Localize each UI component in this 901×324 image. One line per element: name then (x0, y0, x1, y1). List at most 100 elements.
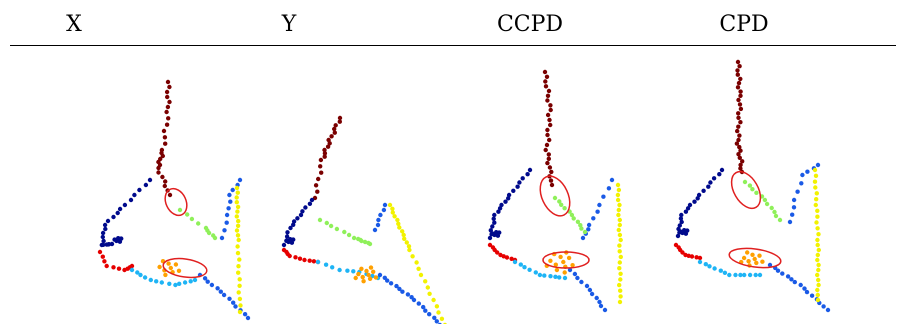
contour-point (119, 236, 124, 241)
mouth-point (307, 258, 312, 263)
edge-point (815, 237, 820, 243)
edge-point (617, 266, 622, 271)
chin-point (173, 282, 178, 288)
edge-point (423, 279, 428, 284)
outlier-point (368, 265, 374, 270)
jaw-point (427, 312, 432, 317)
jaw-point (825, 307, 831, 313)
nose-point (163, 141, 168, 146)
nose-point (738, 162, 743, 168)
jaw-point (567, 267, 573, 273)
contour-point (511, 188, 516, 193)
nose-point (545, 127, 550, 133)
mouth-point (287, 253, 292, 259)
chin-point (330, 265, 335, 270)
chin-point (135, 270, 140, 275)
chin-point (727, 272, 732, 278)
outlier-point (173, 262, 179, 267)
chin-point (518, 262, 523, 267)
edge-point (238, 303, 243, 308)
chin-point (527, 267, 532, 272)
outlier-point (562, 270, 567, 275)
contour-point (503, 199, 508, 204)
nose-point (543, 79, 548, 84)
bridge-point (747, 183, 753, 188)
bridge-point (342, 229, 347, 235)
nose-point (740, 159, 745, 164)
mouth-point (694, 255, 699, 260)
edge-point (615, 192, 621, 198)
mouth-point (311, 259, 317, 264)
chin-point (142, 275, 148, 280)
nose-point (318, 157, 324, 163)
chin-point (753, 272, 758, 278)
outlier-point (554, 267, 560, 273)
bridge-point (189, 216, 195, 222)
jaw-point (609, 177, 615, 183)
outlier-point (752, 256, 757, 262)
chin-point (707, 264, 712, 269)
jaw-point (378, 212, 383, 218)
contour-point (677, 223, 682, 228)
contour-point (679, 212, 684, 218)
jaw-point (597, 202, 602, 208)
jaw-point (584, 283, 590, 289)
edge-point (234, 195, 239, 200)
bridge-point (324, 220, 329, 226)
jaw-point (405, 292, 411, 297)
nose-point (737, 155, 742, 160)
edge-point (406, 244, 412, 249)
chin-point (533, 270, 538, 275)
edge-point (234, 200, 239, 205)
contour-point (309, 197, 315, 203)
edge-point (814, 220, 819, 225)
nose-point (736, 115, 741, 121)
contour-point (298, 212, 304, 218)
edge-point (814, 191, 819, 196)
nose-point (162, 135, 168, 140)
bridge-point (772, 209, 777, 215)
nose-point (165, 104, 171, 110)
nose-point (737, 133, 742, 138)
jaw-point (792, 279, 797, 285)
mouth-point (129, 263, 135, 269)
edge-point (617, 299, 623, 305)
jaw-point (586, 222, 592, 228)
jaw-point (205, 279, 210, 284)
nose-point (164, 89, 170, 95)
mouth-point (116, 266, 122, 271)
chin-point (323, 262, 329, 267)
nose-point (165, 79, 171, 85)
jaw-point (221, 292, 227, 298)
jaw-point (798, 282, 803, 288)
jaw-point (376, 217, 381, 223)
edge-point (235, 209, 240, 214)
jaw-point (432, 315, 437, 320)
chin-point (192, 277, 198, 283)
nose-point (738, 76, 743, 82)
edge-point (815, 257, 820, 263)
nose-point (319, 170, 324, 175)
chin-point (562, 275, 568, 281)
nose-point (313, 183, 319, 188)
outlier-point (367, 276, 373, 281)
chin-point (154, 279, 159, 284)
edge-point (618, 237, 623, 243)
contour-point (499, 202, 504, 208)
nose-point (545, 112, 551, 118)
edge-point (617, 249, 622, 254)
edge-point (618, 271, 623, 276)
nose-point (735, 59, 741, 65)
outlier-point (157, 264, 162, 270)
outlier-point (548, 258, 553, 263)
outlier-point (745, 250, 750, 255)
jaw-point (586, 227, 591, 232)
contour-point (497, 206, 503, 211)
edge-point (815, 226, 820, 231)
nose-point (736, 124, 741, 129)
contour-point (295, 216, 300, 221)
nose-point (545, 98, 550, 103)
nose-point (322, 147, 327, 153)
edge-point (404, 240, 409, 245)
